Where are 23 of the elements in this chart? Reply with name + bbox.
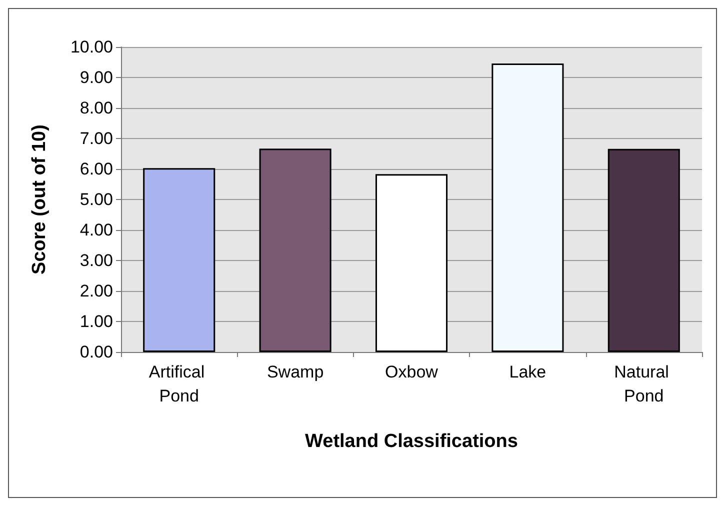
y-tick-label: 2.00 xyxy=(80,282,113,300)
bar xyxy=(143,168,216,352)
x-tick-label: Swamp xyxy=(266,362,324,382)
y-tick-label: 3.00 xyxy=(80,251,113,270)
y-tick-label: 8.00 xyxy=(80,98,113,118)
bar xyxy=(259,148,332,352)
y-tick-label: 1.00 xyxy=(80,312,113,331)
y-tick-label: 10.00 xyxy=(70,38,113,56)
y-tick-label: 5.00 xyxy=(80,190,113,209)
bar xyxy=(375,174,448,352)
x-tick-label: Lake xyxy=(509,362,546,382)
bar xyxy=(492,63,564,352)
y-tick-label: 7.00 xyxy=(80,129,113,148)
x-tick-label: Artifical Pond xyxy=(148,362,210,406)
x-tick-label: Oxbow xyxy=(385,362,439,382)
x-tick-label: Natural Pond xyxy=(614,362,674,406)
y-tick-label: 9.00 xyxy=(80,68,113,87)
y-tick-label: 4.00 xyxy=(80,220,113,240)
x-axis-title: Wetland Classifications xyxy=(305,431,518,452)
bar xyxy=(608,148,680,352)
y-axis-title: Score (out of 10) xyxy=(29,124,50,274)
y-tick-label: 0.00 xyxy=(80,342,113,362)
y-tick-label: 6.00 xyxy=(80,160,113,178)
